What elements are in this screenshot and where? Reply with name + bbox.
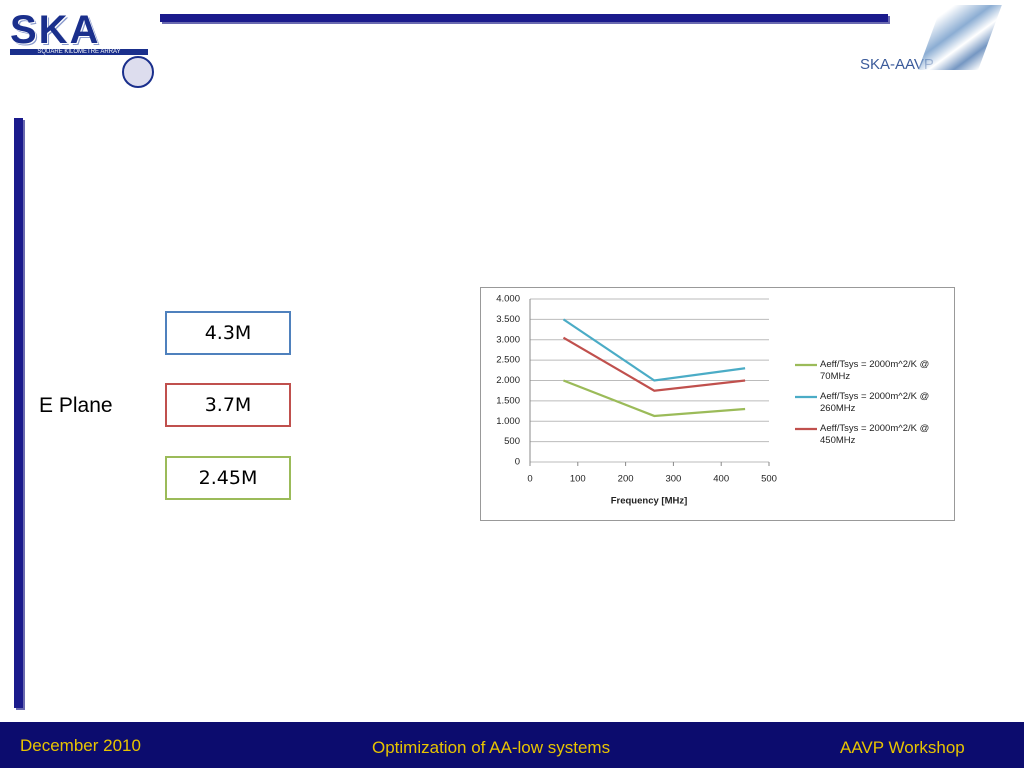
logo-text: SKA bbox=[10, 8, 101, 52]
globe bbox=[122, 56, 154, 88]
box: 4.3M bbox=[165, 311, 291, 355]
y-tick-label: 4.000 bbox=[496, 294, 520, 305]
x-tick-label: 100 bbox=[570, 474, 586, 485]
box: 2.45M bbox=[165, 456, 291, 500]
y-tick-label: 1.500 bbox=[496, 395, 520, 406]
x-axis-title: Frequency [MHz] bbox=[611, 496, 688, 507]
y-tick-label: 2.500 bbox=[496, 355, 520, 366]
footer-center: Optimization of AA-low systems bbox=[372, 738, 611, 757]
plane-label: E Plane bbox=[39, 394, 113, 417]
series-line bbox=[563, 379, 746, 418]
logo-sub: SQUARE KILOMETRE ARRAY bbox=[10, 49, 148, 55]
logo-right: SKA-AAVP bbox=[860, 56, 934, 73]
legend-entry: Aeff/Tsys = 2000m^2/K @ 260MHz bbox=[820, 391, 930, 414]
left-bar bbox=[14, 118, 23, 708]
top-bar bbox=[160, 14, 888, 22]
x-tick-label: 400 bbox=[713, 474, 729, 485]
chart-frame bbox=[480, 287, 955, 521]
x-tick-label: 0 bbox=[527, 474, 532, 485]
logo-left: SKA SQUARE KILOMETRE ARRAY bbox=[10, 8, 155, 88]
y-tick-label: 2.000 bbox=[496, 375, 520, 386]
x-tick-label: 300 bbox=[665, 474, 681, 485]
series-line bbox=[562, 336, 746, 392]
y-tick-label: 500 bbox=[504, 436, 520, 447]
legend-entry: Aeff/Tsys = 2000m^2/K @ 450MHz bbox=[820, 423, 930, 446]
footer-right: AAVP Workshop bbox=[840, 738, 965, 757]
x-tick-label: 200 bbox=[618, 474, 634, 485]
footer bbox=[0, 722, 1024, 768]
legend-entry: Aeff/Tsys = 2000m^2/K @ 70MHz bbox=[820, 359, 930, 382]
y-tick-label: 0 bbox=[515, 457, 520, 468]
y-tick-label: 1.000 bbox=[496, 416, 520, 427]
series-line bbox=[562, 318, 746, 382]
y-tick-label: 3.500 bbox=[496, 314, 520, 325]
x-tick-label: 500 bbox=[761, 474, 777, 485]
footer-left: December 2010 bbox=[20, 736, 141, 755]
y-tick-label: 3.000 bbox=[496, 334, 520, 345]
box: 3.7M bbox=[165, 383, 291, 427]
